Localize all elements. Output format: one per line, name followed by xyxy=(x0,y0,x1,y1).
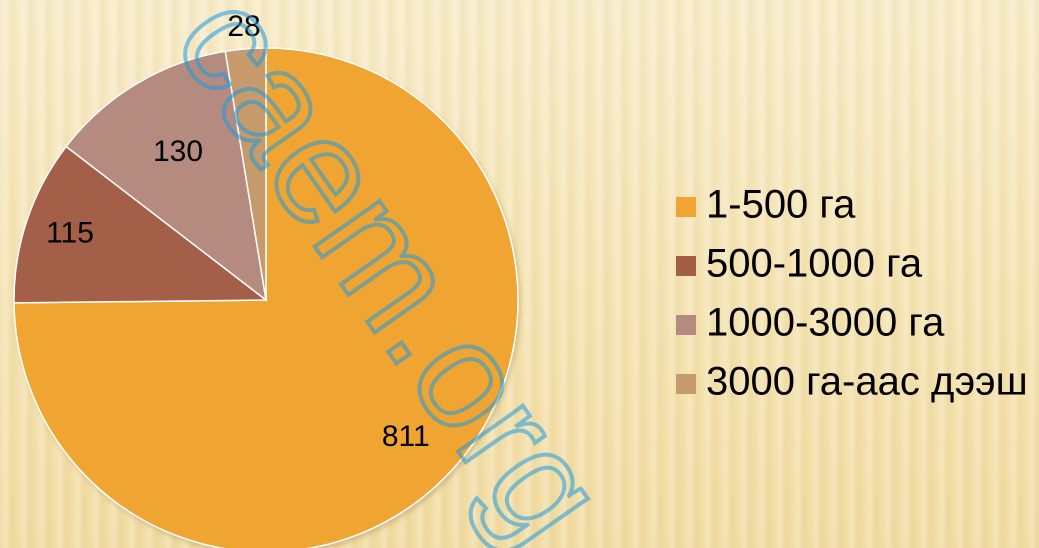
legend-label-500-1000: 500-1000 га xyxy=(706,242,923,286)
legend-swatch-500-1000 xyxy=(676,256,696,276)
legend-label-1-500: 1-500 га xyxy=(706,183,856,227)
pie-slice-1000-3000 xyxy=(65,50,268,302)
legend-label-1000-3000: 1000-3000 га xyxy=(706,301,945,345)
pie-data-labels: 811 115 130 28 xyxy=(46,10,430,453)
pie-slice-500-1000 xyxy=(13,145,269,304)
pie-slice-3000-plus xyxy=(224,47,267,301)
chart-legend: 1-500 га 500-1000 га 1000-3000 га 3000 га-а… xyxy=(676,183,1028,404)
data-label-1000-3000: 130 xyxy=(153,135,203,168)
data-label-3000-plus: 28 xyxy=(227,10,260,43)
legend-swatch-1-500 xyxy=(676,197,696,217)
data-label-1-500: 811 xyxy=(382,420,430,453)
pie-slices xyxy=(13,47,519,548)
data-label-500-1000: 115 xyxy=(46,217,94,250)
legend-swatch-3000-plus xyxy=(676,374,696,394)
legend-swatch-1000-3000 xyxy=(676,315,696,335)
legend-label-3000-plus: 3000 га-аас дээш xyxy=(706,360,1028,404)
